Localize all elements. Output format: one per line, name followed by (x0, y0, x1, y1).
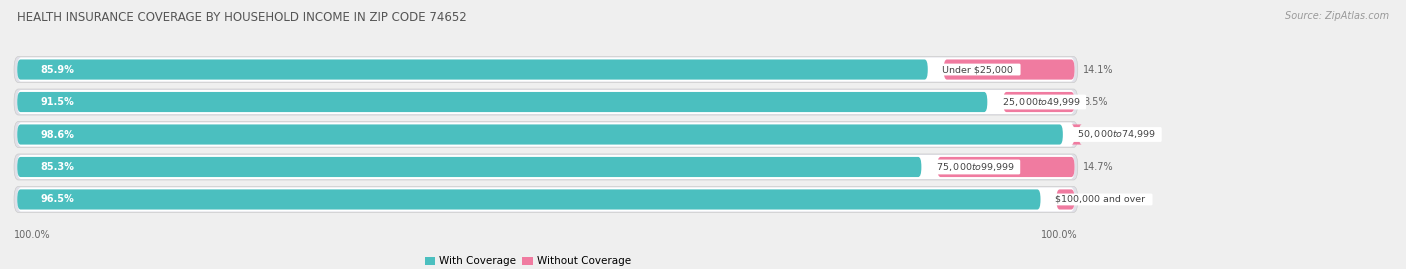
Text: $25,000 to $49,999: $25,000 to $49,999 (995, 96, 1085, 108)
FancyBboxPatch shape (17, 157, 921, 177)
Text: $100,000 and over: $100,000 and over (1049, 195, 1152, 204)
FancyBboxPatch shape (17, 187, 1074, 211)
FancyBboxPatch shape (17, 59, 928, 80)
Text: Source: ZipAtlas.com: Source: ZipAtlas.com (1285, 11, 1389, 21)
Text: 14.1%: 14.1% (1083, 65, 1114, 75)
Text: 14.7%: 14.7% (1083, 162, 1114, 172)
FancyBboxPatch shape (17, 92, 987, 112)
FancyBboxPatch shape (943, 59, 1074, 80)
FancyBboxPatch shape (14, 122, 1078, 147)
Text: $50,000 to $74,999: $50,000 to $74,999 (1071, 129, 1160, 140)
FancyBboxPatch shape (14, 89, 1078, 115)
Text: 1.4%: 1.4% (1083, 129, 1108, 140)
FancyBboxPatch shape (14, 154, 1078, 180)
Text: HEALTH INSURANCE COVERAGE BY HOUSEHOLD INCOME IN ZIP CODE 74652: HEALTH INSURANCE COVERAGE BY HOUSEHOLD I… (17, 11, 467, 24)
Legend: With Coverage, Without Coverage: With Coverage, Without Coverage (420, 252, 636, 269)
FancyBboxPatch shape (1004, 92, 1074, 112)
FancyBboxPatch shape (1071, 125, 1083, 144)
FancyBboxPatch shape (17, 122, 1074, 147)
Text: 98.6%: 98.6% (41, 129, 75, 140)
Text: 91.5%: 91.5% (41, 97, 75, 107)
Text: 96.5%: 96.5% (41, 194, 75, 204)
Text: $75,000 to $99,999: $75,000 to $99,999 (929, 161, 1019, 173)
Text: 100.0%: 100.0% (1040, 230, 1078, 240)
FancyBboxPatch shape (17, 125, 1063, 144)
Text: 8.5%: 8.5% (1083, 97, 1108, 107)
FancyBboxPatch shape (14, 186, 1078, 213)
FancyBboxPatch shape (17, 155, 1074, 179)
FancyBboxPatch shape (938, 157, 1074, 177)
Text: 3.5%: 3.5% (1083, 194, 1108, 204)
FancyBboxPatch shape (14, 56, 1078, 83)
Text: Under $25,000: Under $25,000 (936, 65, 1019, 74)
Text: 85.9%: 85.9% (41, 65, 75, 75)
Text: 85.3%: 85.3% (41, 162, 75, 172)
FancyBboxPatch shape (17, 189, 1040, 210)
FancyBboxPatch shape (17, 90, 1074, 114)
Text: 100.0%: 100.0% (14, 230, 51, 240)
FancyBboxPatch shape (17, 58, 1074, 82)
FancyBboxPatch shape (1056, 189, 1074, 210)
